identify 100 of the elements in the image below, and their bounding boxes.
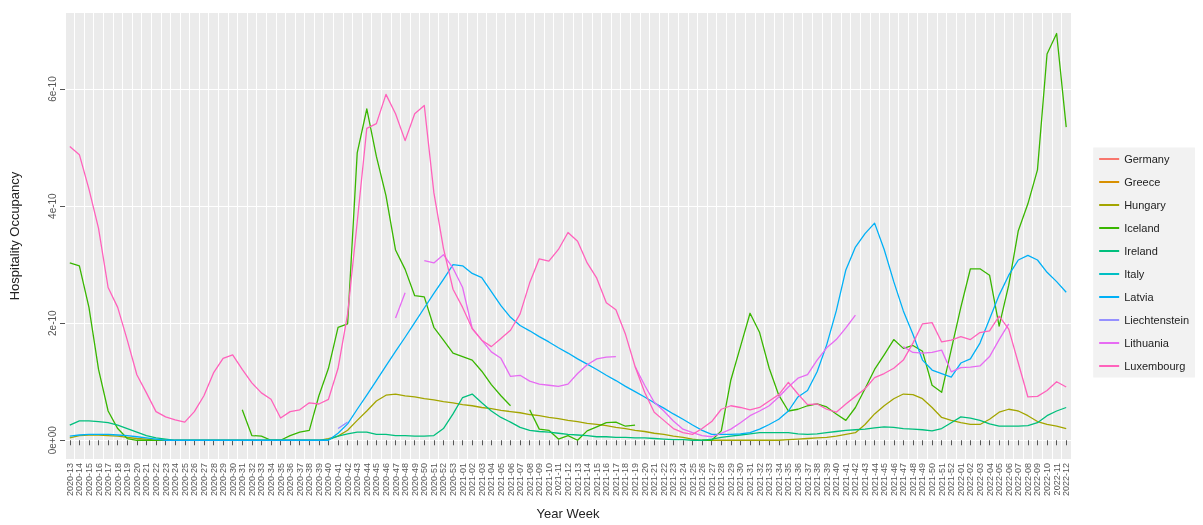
x-tick-label: 2021-48 <box>907 463 918 497</box>
x-tick-label: 2020-28 <box>208 463 219 497</box>
x-tick-label: 2020-51 <box>428 463 439 497</box>
x-tick-label: 2021-52 <box>946 463 957 497</box>
x-tick-label: 2021-20 <box>639 463 650 497</box>
x-tick-label: 2022-06 <box>1003 463 1014 497</box>
x-tick-label: 2021-40 <box>831 463 842 497</box>
x-tick-label: 2022-09 <box>1032 463 1043 497</box>
x-tick-label: 2021-01 <box>457 463 468 497</box>
x-tick-label: 2021-26 <box>697 463 708 497</box>
x-tick-label: 2020-38 <box>304 463 315 497</box>
legend-label: Luxembourg <box>1124 360 1186 372</box>
x-tick-label: 2021-44 <box>869 463 880 497</box>
legend-label: Lithuania <box>1124 337 1170 349</box>
legend-label: Italy <box>1124 268 1145 280</box>
x-tick-label: 2021-10 <box>543 463 554 497</box>
legend-label: Germany <box>1124 153 1170 165</box>
x-tick-label: 2020-46 <box>380 463 391 497</box>
x-tick-label: 2020-33 <box>256 463 267 497</box>
x-tick-label: 2020-25 <box>179 463 190 497</box>
x-tick-label: 2020-39 <box>313 463 324 497</box>
x-tick-label: 2021-39 <box>821 463 832 497</box>
x-tick-label: 2021-17 <box>610 463 621 497</box>
x-tick-label: 2022-05 <box>994 463 1005 497</box>
x-tick-label: 2020-18 <box>112 463 123 497</box>
y-tick-label: 4e-10 <box>46 192 58 219</box>
x-tick-label: 2021-43 <box>860 463 871 497</box>
line-series <box>69 222 1067 441</box>
x-tick-label: 2021-31 <box>745 463 756 497</box>
x-tick-label: 2021-11 <box>553 463 564 496</box>
x-tick-label: 2020-53 <box>448 463 459 497</box>
x-tick-label: 2021-03 <box>476 463 487 497</box>
x-tick-label: 2021-28 <box>716 463 727 497</box>
x-tick-label: 2020-31 <box>237 463 248 497</box>
x-tick-label: 2021-02 <box>467 463 478 497</box>
x-tick-label: 2021-14 <box>582 463 593 497</box>
x-tick-label: 2021-09 <box>534 463 545 497</box>
x-tick-label: 2020-13 <box>64 463 75 497</box>
x-tick-label: 2022-04 <box>984 463 995 497</box>
x-tick-label: 2020-37 <box>294 463 305 497</box>
x-tick-label: 2021-32 <box>754 463 765 497</box>
x-tick-label: 2020-43 <box>352 463 363 497</box>
x-tick-label: 2020-14 <box>74 463 85 497</box>
x-tick-label: 2021-35 <box>783 463 794 497</box>
x-tick-label: 2021-13 <box>572 463 583 497</box>
x-tick-label: 2020-52 <box>438 463 449 497</box>
x-tick-label: 2021-38 <box>812 463 823 497</box>
x-tick-label: 2021-07 <box>515 463 526 497</box>
legend-label: Hungary <box>1124 199 1167 211</box>
x-tick-label: 2021-24 <box>677 463 688 497</box>
x-axis-title: Year Week <box>536 506 600 521</box>
x-tick-label: 2020-50 <box>419 463 430 497</box>
x-tick-label: 2021-49 <box>917 463 928 497</box>
x-tick-label: 2021-29 <box>725 463 736 497</box>
legend-label: Latvia <box>1124 291 1155 303</box>
line-series <box>69 93 1067 436</box>
x-tick-label: 2022-10 <box>1042 463 1053 497</box>
x-tick-label: 2021-37 <box>802 463 813 497</box>
x-tick-label: 2020-24 <box>170 463 181 497</box>
x-tick-label: 2022-07 <box>1013 463 1024 497</box>
x-tick-label: 2021-06 <box>505 463 516 497</box>
x-tick-label: 2021-36 <box>792 463 803 497</box>
x-tick-label: 2022-08 <box>1022 463 1033 497</box>
x-tick-label: 2020-16 <box>93 463 104 497</box>
x-tick-label: 2021-16 <box>601 463 612 497</box>
x-tick-label: 2020-17 <box>103 463 114 497</box>
x-tick-label: 2021-34 <box>773 463 784 497</box>
y-tick-label: 0e+00 <box>46 425 58 455</box>
x-tick-label: 2020-41 <box>333 463 344 497</box>
x-tick-label: 2021-27 <box>706 463 717 497</box>
x-tick-label: 2020-47 <box>390 463 401 497</box>
x-tick-label: 2020-29 <box>218 463 229 497</box>
x-tick-label: 2020-19 <box>122 463 133 497</box>
legend-label: Greece <box>1124 176 1161 188</box>
x-tick-label: 2020-48 <box>400 463 411 497</box>
x-tick-label: 2022-01 <box>955 463 966 497</box>
x-tick-label: 2021-47 <box>898 463 909 497</box>
y-tick-label: 2e-10 <box>46 309 58 336</box>
x-tick-label: 2020-49 <box>409 463 420 497</box>
x-tick-label: 2021-30 <box>735 463 746 497</box>
x-tick-label: 2021-46 <box>888 463 899 497</box>
x-tick-label: 2021-05 <box>495 463 506 497</box>
x-tick-label: 2021-23 <box>668 463 679 497</box>
x-tick-label: 2021-04 <box>486 463 497 497</box>
y-axis-title: Hospitality Occupancy <box>7 171 22 301</box>
x-tick-label: 2020-20 <box>131 463 142 497</box>
x-tick-label: 2020-36 <box>285 463 296 497</box>
x-tick-label: 2020-45 <box>371 463 382 497</box>
x-tick-label: 2020-21 <box>141 463 152 497</box>
x-tick-label: 2020-15 <box>83 463 94 497</box>
x-tick-label: 2021-08 <box>524 463 535 497</box>
legend-label: Liechtenstein <box>1124 314 1189 326</box>
x-tick-label: 2022-02 <box>965 463 976 497</box>
x-tick-label: 2022-12 <box>1061 463 1072 497</box>
x-tick-label: 2020-34 <box>265 463 276 497</box>
x-tick-label: 2022-03 <box>974 463 985 497</box>
x-tick-label: 2022-11 <box>1051 463 1062 496</box>
x-tick-label: 2021-25 <box>687 463 698 497</box>
x-tick-label: 2021-22 <box>658 463 669 497</box>
x-tick-label: 2020-22 <box>151 463 162 497</box>
